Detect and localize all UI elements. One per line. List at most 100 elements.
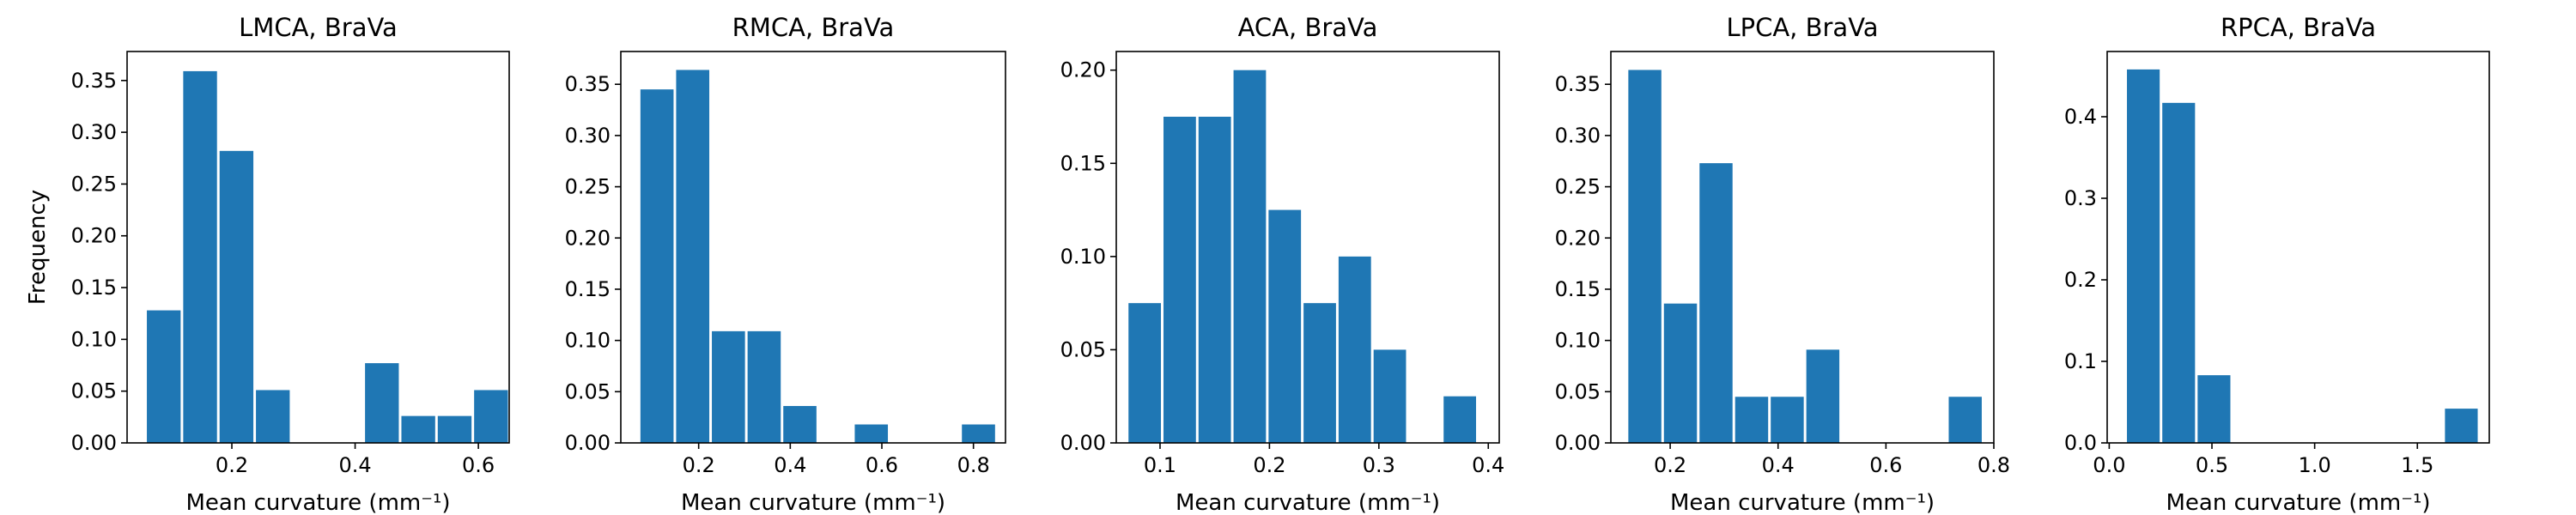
histogram-bar: [1735, 397, 1769, 443]
y-tick-label: 0.3: [2064, 186, 2097, 210]
histogram-bar: [147, 310, 181, 443]
histogram-bar: [1373, 349, 1406, 443]
y-tick-label: 0.4: [2064, 105, 2097, 129]
x-tick-label: 1.0: [2299, 453, 2331, 477]
x-axis-label: Mean curvature (mm⁻¹): [185, 490, 450, 515]
chart-title: RMCA, BraVa: [732, 13, 895, 42]
y-tick-label: 0.25: [1555, 175, 1601, 199]
histogram-bar: [962, 424, 995, 443]
y-tick-label: 0.1: [2064, 349, 2097, 373]
histogram-bar: [183, 70, 217, 444]
histogram-bar: [474, 390, 508, 443]
chart-title: LMCA, BraVa: [239, 13, 398, 42]
chart-title: LPCA, BraVa: [1726, 13, 1878, 42]
axes-frame: [620, 51, 1006, 444]
y-tick-label: 0.25: [71, 172, 117, 196]
panel-5: [2101, 51, 2490, 449]
histogram-bar: [365, 363, 399, 443]
histogram-bar: [437, 415, 472, 443]
histogram-bar: [1338, 256, 1371, 443]
histogram-bar: [2127, 69, 2160, 444]
x-axis-label: Mean curvature (mm⁻¹): [681, 490, 945, 515]
histogram-bar: [1663, 303, 1698, 443]
histogram-bar: [1303, 303, 1336, 443]
histogram-bar: [1128, 303, 1162, 443]
chart-title: ACA, BraVa: [1238, 13, 1378, 42]
y-tick-label: 0.00: [1555, 431, 1601, 455]
y-tick-label: 0.10: [565, 329, 611, 353]
histogram-bar: [640, 89, 674, 443]
x-tick-label: 0.2: [216, 453, 248, 477]
y-tick-label: 0.35: [565, 72, 611, 96]
histogram-bar: [1268, 209, 1302, 444]
histogram-bar: [1163, 117, 1196, 443]
x-tick-label: 0.4: [774, 453, 806, 477]
y-tick-label: 0.30: [71, 120, 117, 144]
x-tick-label: 0.2: [683, 453, 715, 477]
axes-frame: [1610, 51, 1995, 444]
histogram-bar: [747, 330, 781, 443]
panel-4: [1605, 51, 1995, 449]
x-axis-label: Mean curvature (mm⁻¹): [1176, 490, 1440, 515]
x-tick-label: 0.6: [1869, 453, 1902, 477]
axes-frame: [126, 51, 510, 444]
x-tick-label: 0.4: [1472, 453, 1504, 477]
histogram-bar: [1443, 396, 1477, 443]
y-tick-label: 0.25: [565, 175, 611, 199]
x-tick-label: 0.5: [2196, 453, 2228, 477]
x-axis-label: Mean curvature (mm⁻¹): [1670, 490, 1935, 515]
panel-1: [121, 51, 510, 449]
histogram-bar: [2162, 102, 2196, 443]
histogram-bar: [1806, 349, 1840, 443]
y-tick-label: 0.00: [1060, 431, 1106, 455]
x-tick-label: 0.2: [1654, 453, 1686, 477]
y-tick-label: 0.05: [71, 379, 117, 403]
y-axis-label: Frequency: [25, 190, 51, 305]
y-tick-label: 0.05: [565, 379, 611, 403]
x-tick-label: 0.4: [1762, 453, 1795, 477]
x-tick-label: 0.4: [338, 453, 371, 477]
panel-3: [1110, 51, 1500, 449]
histogram-bar: [1948, 397, 1982, 443]
x-tick-label: 0.0: [2093, 453, 2125, 477]
y-tick-label: 0.10: [1060, 245, 1106, 269]
histogram-bar: [1233, 70, 1267, 443]
y-tick-label: 0.30: [565, 124, 611, 148]
y-tick-label: 0.20: [565, 226, 611, 250]
x-tick-label: 0.6: [462, 453, 495, 477]
y-tick-label: 0.15: [71, 276, 117, 300]
histogram-bar: [256, 390, 290, 443]
y-tick-label: 0.05: [1555, 379, 1601, 403]
histogram-bar: [854, 424, 889, 443]
x-tick-label: 0.1: [1144, 453, 1176, 477]
histogram-bar: [2445, 409, 2478, 443]
y-tick-label: 0.35: [71, 69, 117, 93]
histogram-bar: [1628, 70, 1662, 443]
y-tick-label: 0.20: [1555, 226, 1601, 250]
x-tick-label: 0.8: [957, 453, 990, 477]
y-tick-label: 0.15: [1060, 151, 1106, 175]
panel-2: [615, 51, 1006, 449]
y-tick-label: 0.15: [1555, 277, 1601, 301]
histogram-bar: [401, 415, 435, 443]
y-tick-label: 0.20: [1060, 58, 1106, 82]
x-tick-label: 0.3: [1363, 453, 1395, 477]
x-tick-label: 0.8: [1978, 453, 2010, 477]
y-tick-label: 0.15: [565, 277, 611, 301]
histogram-bar: [219, 150, 254, 444]
histogram-bar: [2197, 375, 2231, 443]
y-tick-label: 0.2: [2064, 268, 2097, 292]
x-tick-label: 1.5: [2401, 453, 2433, 477]
histogram-bar: [1699, 163, 1733, 444]
y-tick-label: 0.00: [71, 431, 117, 455]
x-axis-label: Mean curvature (mm⁻¹): [2166, 490, 2430, 515]
histogram-bar: [1771, 397, 1804, 443]
y-tick-label: 0.05: [1060, 337, 1106, 361]
y-tick-label: 0.0: [2064, 431, 2097, 455]
histogram-bar: [676, 70, 710, 443]
x-tick-label: 0.2: [1253, 453, 1285, 477]
y-tick-label: 0.30: [1555, 124, 1601, 148]
axes-frame: [1115, 51, 1500, 444]
